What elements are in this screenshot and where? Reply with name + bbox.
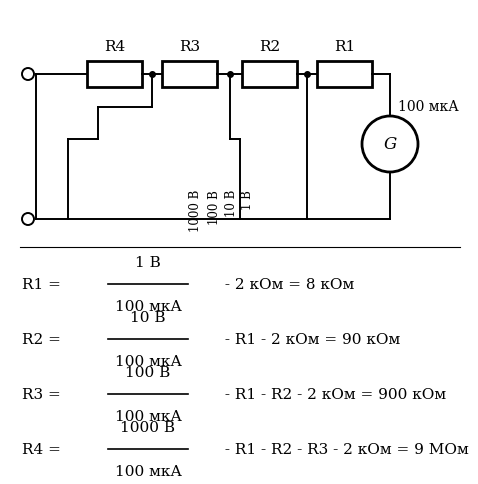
Text: 100 мкА: 100 мкА [115,409,182,423]
Text: 100 В: 100 В [125,365,171,379]
Text: R2: R2 [260,40,281,54]
Bar [87,62,142,88]
Text: 1 В: 1 В [241,190,254,210]
Text: R2 =: R2 = [22,333,66,346]
Text: 100 В: 100 В [208,190,221,225]
Text: - 2 кОм = 8 кОм: - 2 кОм = 8 кОм [220,277,354,291]
Text: 100 мкА: 100 мкА [398,100,459,114]
Circle shape [362,117,418,173]
Text: 100 мкА: 100 мкА [115,300,182,313]
Text: R3 =: R3 = [22,387,65,401]
Text: 100 мкА: 100 мкА [115,354,182,368]
Text: 1000 В: 1000 В [189,190,203,232]
Text: - R1 - R2 - 2 кОм = 900 кОм: - R1 - R2 - 2 кОм = 900 кОм [220,387,446,401]
Text: - R1 - R2 - R3 - 2 кОм = 9 МОм: - R1 - R2 - R3 - 2 кОм = 9 МОм [220,442,469,456]
Bar [163,62,217,88]
Text: 100 мкА: 100 мкА [115,464,182,478]
Circle shape [22,69,34,81]
Text: R1: R1 [335,40,356,54]
Bar [317,62,372,88]
Text: R3: R3 [179,40,201,54]
Text: R4 =: R4 = [22,442,66,456]
Text: 10 В: 10 В [130,310,166,324]
Text: 1000 В: 1000 В [120,420,175,434]
Text: 10 В: 10 В [226,190,239,217]
Bar [242,62,297,88]
Text: - R1 - 2 кОм = 90 кОм: - R1 - 2 кОм = 90 кОм [220,333,400,346]
Text: R4: R4 [104,40,126,54]
Text: G: G [383,136,397,153]
Text: R1 =: R1 = [22,277,66,291]
Circle shape [22,213,34,226]
Text: 1 В: 1 В [135,256,161,270]
